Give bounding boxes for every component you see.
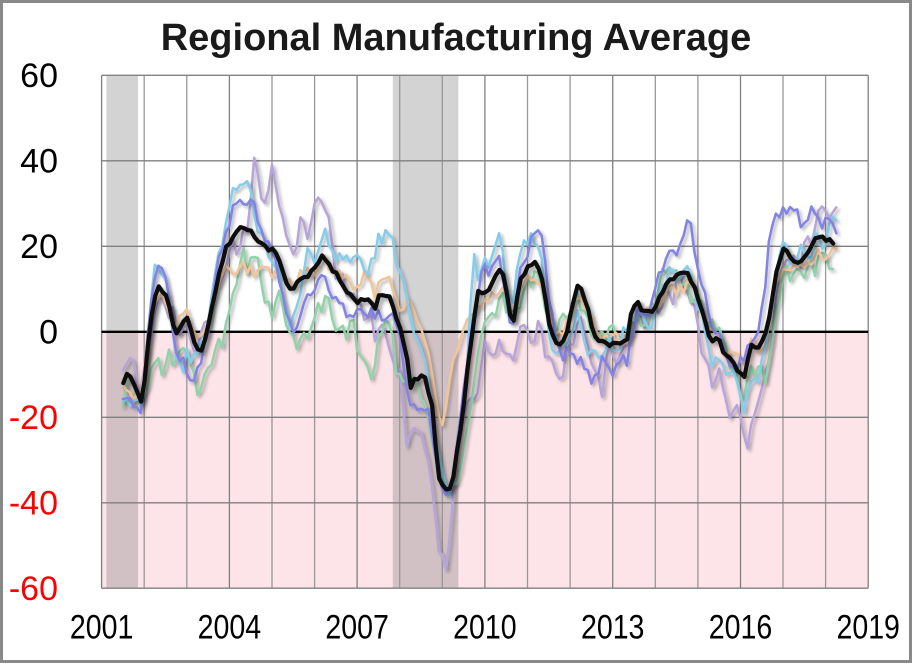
svg-text:0: 0: [39, 314, 58, 352]
svg-text:2004: 2004: [198, 609, 262, 647]
svg-text:Regional Manufacturing Average: Regional Manufacturing Average: [161, 17, 752, 59]
svg-text:2010: 2010: [453, 609, 517, 647]
svg-text:40: 40: [20, 143, 58, 181]
svg-text:2019: 2019: [836, 609, 900, 647]
svg-text:60: 60: [20, 57, 58, 95]
svg-text:-20: -20: [9, 399, 58, 437]
svg-text:2007: 2007: [325, 609, 389, 647]
svg-text:2001: 2001: [70, 609, 134, 647]
svg-text:20: 20: [20, 228, 58, 266]
svg-text:2016: 2016: [709, 609, 773, 647]
svg-text:2013: 2013: [581, 609, 645, 647]
svg-text:-40: -40: [9, 485, 58, 523]
svg-text:-60: -60: [9, 570, 58, 608]
